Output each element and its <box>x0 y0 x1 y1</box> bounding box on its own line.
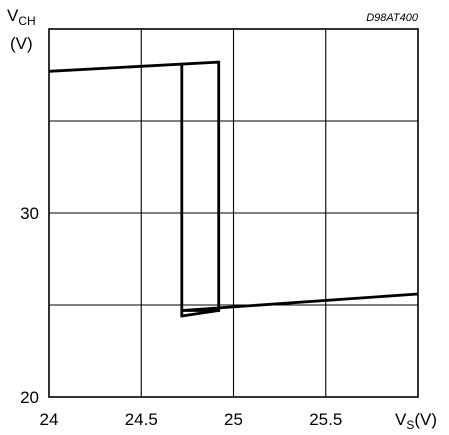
plot-frame <box>48 28 419 398</box>
x-axis-label: VS(V) <box>395 410 437 432</box>
x-tick-label: 25 <box>224 410 243 429</box>
x-tick-label: 25.5 <box>309 410 342 429</box>
tick-labels: 24 24.5 25 25.5 20 30 <box>20 204 342 429</box>
y-tick-label: 20 <box>20 388 39 407</box>
y-axis-label: VCH <box>7 6 36 28</box>
grid-lines <box>49 29 418 397</box>
series-line-2 <box>180 64 219 318</box>
y-tick-label: 30 <box>20 204 39 223</box>
x-tick-label: 24 <box>40 410 59 429</box>
data-series <box>48 60 419 318</box>
x-tick-label: 24.5 <box>125 410 158 429</box>
y-axis-unit: (V) <box>10 34 33 53</box>
figure-code: D98AT400 <box>366 12 419 24</box>
